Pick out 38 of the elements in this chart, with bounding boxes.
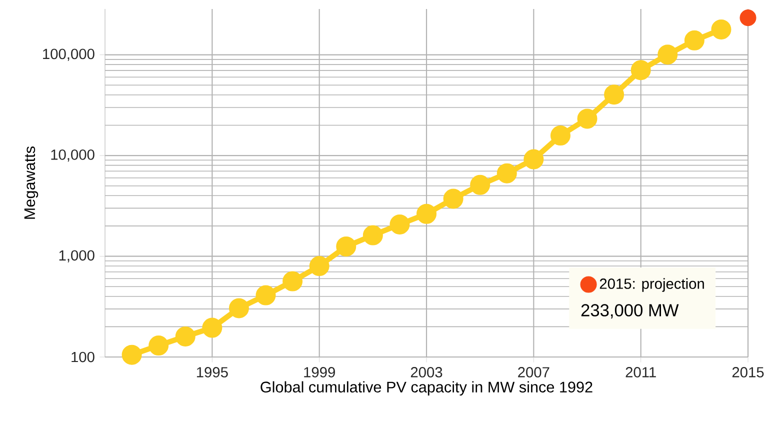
annotation: 233,000 MW [581,304,679,318]
point [175,326,196,346]
point [309,256,330,276]
point [604,84,624,105]
point [256,285,276,306]
point [550,126,570,146]
x-tick-label: 2011 [626,367,656,378]
point [362,225,383,246]
point [202,318,222,338]
point [443,188,464,209]
point [630,60,651,80]
point [658,44,678,65]
y-tick-label: 100,000 [43,48,94,61]
y-axis-title: Megawatts [24,146,38,219]
point [470,174,490,195]
point [148,336,169,356]
point [336,236,356,257]
point [684,30,704,50]
x-tick-label: 2015 [732,367,764,378]
point [282,271,303,292]
x-axis-title: Global cumulative PV capacity in MW since 1992 [260,381,592,396]
point [416,204,437,224]
x-tick-label: 1995 [196,367,228,378]
point [122,344,142,365]
point [711,19,732,40]
x-tick-label: 2003 [410,367,442,378]
y-tick-label: 1,000 [59,250,94,262]
x-tick-label: 1999 [304,367,335,378]
x-tick-label: 2007 [518,367,550,378]
point [390,214,410,234]
point [496,163,517,184]
y-tick-label: 10,000 [51,149,94,162]
point [228,298,249,318]
point [740,10,756,26]
y-tick-label: 100 [72,352,94,362]
point [577,108,598,129]
legend-label: 2015: projection [600,278,704,292]
point [524,149,544,170]
